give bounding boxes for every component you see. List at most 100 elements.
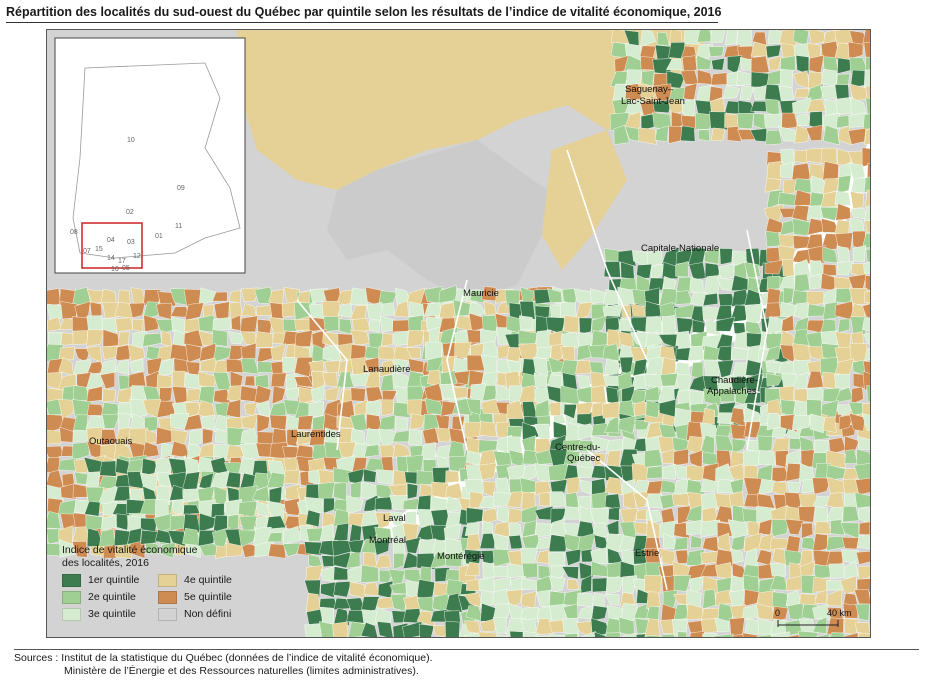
locality-patch xyxy=(565,548,582,566)
inset-quebec-outline xyxy=(72,62,241,259)
locality-patch xyxy=(622,632,637,637)
locality-patch xyxy=(798,506,816,523)
locality-patch xyxy=(432,625,449,637)
locality-patch xyxy=(602,304,623,317)
locality-patch xyxy=(645,399,660,419)
locality-patch xyxy=(297,415,314,430)
region-label: Montréal xyxy=(369,535,406,546)
locality-patch xyxy=(522,562,538,579)
locality-patch xyxy=(613,124,630,145)
locality-patch xyxy=(492,548,511,568)
locality-patch xyxy=(758,478,776,495)
locality-patch xyxy=(47,511,62,529)
locality-patch xyxy=(779,68,794,89)
locality-patch xyxy=(466,398,481,415)
locality-patch xyxy=(86,315,103,332)
locality-patch xyxy=(758,450,776,466)
locality-patch xyxy=(702,293,719,307)
locality-patch xyxy=(695,112,715,130)
locality-patch xyxy=(769,537,789,551)
locality-patch xyxy=(702,462,719,484)
locality-patch xyxy=(704,247,720,265)
locality-patch xyxy=(198,386,216,405)
locality-patch xyxy=(715,316,736,332)
locality-patch xyxy=(856,551,870,565)
locality-patch xyxy=(464,522,480,537)
locality-patch xyxy=(764,345,781,362)
locality-patch xyxy=(688,262,707,280)
locality-patch xyxy=(424,382,443,402)
locality-patch xyxy=(186,388,202,403)
locality-patch xyxy=(508,521,523,539)
locality-patch xyxy=(646,591,661,609)
locality-patch xyxy=(58,398,77,420)
locality-patch xyxy=(521,534,541,552)
locality-patch xyxy=(736,30,753,47)
locality-patch xyxy=(160,442,175,460)
locality-patch xyxy=(838,161,852,181)
locality-patch xyxy=(672,436,691,454)
region-label: Lanaudière xyxy=(363,364,411,375)
locality-patch xyxy=(182,488,202,503)
locality-patch xyxy=(645,332,662,348)
locality-patch xyxy=(495,464,510,480)
locality-patch xyxy=(533,372,548,388)
locality-patch xyxy=(465,464,483,482)
inset-region-code: 10 xyxy=(127,137,135,144)
locality-patch xyxy=(624,99,643,116)
north-territory-q4 xyxy=(237,30,707,190)
locality-patch xyxy=(535,399,550,417)
locality-patch xyxy=(742,450,763,468)
legend-item-undefined: Non défini xyxy=(158,608,268,621)
locality-patch xyxy=(820,400,839,419)
locality-patch xyxy=(636,264,653,279)
locality-patch xyxy=(71,541,88,558)
locality-patch xyxy=(550,479,568,496)
locality-patch xyxy=(798,630,818,637)
locality-patch xyxy=(651,263,665,281)
locality-patch xyxy=(282,318,299,332)
locality-patch xyxy=(659,302,677,317)
locality-patch xyxy=(656,31,670,47)
locality-patch xyxy=(801,522,814,539)
locality-patch xyxy=(350,357,368,377)
locality-patch xyxy=(102,413,120,429)
locality-patch xyxy=(479,533,495,549)
locality-patch xyxy=(770,631,791,637)
region-label: Laval xyxy=(383,513,406,524)
locality-patch xyxy=(506,399,524,420)
locality-patch xyxy=(673,448,689,466)
locality-patch xyxy=(269,414,288,431)
locality-patch xyxy=(306,527,325,542)
legend-items: 1er quintile 4e quintile 2e quintile 5e qui… xyxy=(62,574,268,621)
locality-patch xyxy=(655,44,671,60)
map-panel[interactable]: 10 09 02 08 04 03 01 11 07 15 14 12 17 16 05 Saguenay–… xyxy=(46,29,871,638)
locality-patch xyxy=(862,303,870,321)
locality-patch xyxy=(579,574,592,594)
locality-patch xyxy=(407,330,426,348)
locality-patch xyxy=(865,248,870,263)
locality-patch xyxy=(567,579,580,590)
locality-patch xyxy=(423,286,444,305)
locality-patch xyxy=(408,428,423,446)
locality-patch xyxy=(711,57,725,71)
inset-region-code: 14 xyxy=(107,255,115,262)
locality-patch xyxy=(132,318,144,332)
locality-patch xyxy=(323,287,342,305)
locality-patch xyxy=(697,129,710,142)
locality-patch xyxy=(319,621,337,637)
locality-patch xyxy=(578,317,593,335)
locality-patch xyxy=(743,589,760,607)
locality-patch xyxy=(838,413,855,431)
locality-patch xyxy=(226,385,245,402)
locality-patch xyxy=(422,427,439,444)
inset-region-code: 04 xyxy=(107,237,115,244)
locality-patch xyxy=(577,440,595,453)
locality-patch xyxy=(563,404,578,419)
legend-label-q3: 3e quintile xyxy=(88,608,136,620)
locality-patch xyxy=(58,346,75,361)
locality-patch xyxy=(854,492,870,509)
locality-patch xyxy=(743,392,764,404)
locality-patch xyxy=(700,618,718,634)
locality-patch xyxy=(617,249,637,267)
